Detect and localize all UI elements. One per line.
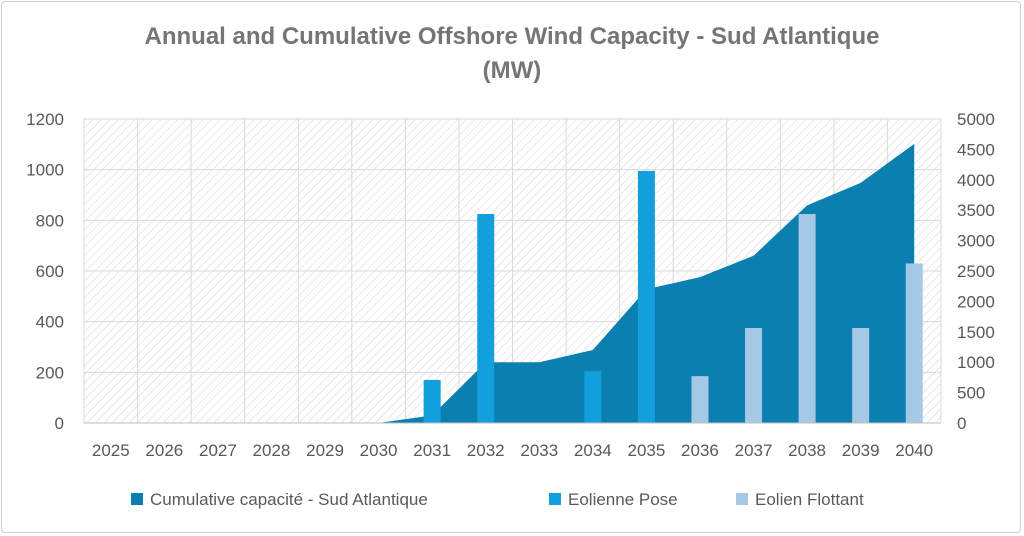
- y-right-tick-label: 4500: [957, 140, 995, 159]
- y-left-tick-label: 0: [55, 414, 64, 433]
- x-tick-label: 2030: [360, 441, 398, 460]
- y-right-tick-label: 3000: [957, 232, 995, 251]
- cumulative-area: [110, 143, 915, 424]
- bar-eolien-flottant-2040: [905, 263, 923, 423]
- x-tick-label: 2036: [681, 441, 719, 460]
- bar-eolienne-pose-2032: [477, 214, 495, 423]
- x-tick-label: 2038: [788, 441, 826, 460]
- chart-title-line2: (MW): [482, 57, 542, 84]
- y-right-tick-label: 4000: [957, 171, 995, 190]
- x-tick-label: 2037: [735, 441, 773, 460]
- x-tick-label: 2027: [199, 441, 237, 460]
- y-right-tick-label: 500: [957, 384, 985, 403]
- legend-label: Eolien Flottant: [755, 490, 864, 509]
- y-right-tick-label: 2500: [957, 262, 995, 281]
- y-left-tick-label: 1000: [26, 161, 64, 180]
- y-right-tick-label: 5000: [957, 110, 995, 129]
- x-tick-label: 2034: [574, 441, 612, 460]
- y-right-tick-label: 1500: [957, 323, 995, 342]
- bar-eolienne-pose-2031: [423, 379, 441, 423]
- x-tick-label: 2035: [627, 441, 665, 460]
- bar-eolien-flottant-2037: [745, 328, 763, 423]
- chart-title-line1: Annual and Cumulative Offshore Wind Capa…: [144, 23, 880, 50]
- bar-eolien-flottant-2039: [852, 328, 870, 423]
- y-left-tick-label: 400: [36, 313, 64, 332]
- y-left-tick-label: 1200: [26, 110, 64, 129]
- bar-eolienne-pose-2034: [584, 371, 602, 423]
- bar-eolien-flottant-2036: [691, 376, 709, 423]
- bars-layer: [423, 170, 923, 423]
- x-tick-label: 2032: [467, 441, 505, 460]
- y-left-tick-label: 200: [36, 363, 64, 382]
- bar-eolien-flottant-2038: [798, 214, 816, 423]
- x-tick-label: 2033: [520, 441, 558, 460]
- legend-swatch: [736, 493, 748, 505]
- cumulative-area-layer: [110, 143, 915, 424]
- x-tick-label: 2031: [413, 441, 451, 460]
- x-tick-label: 2026: [145, 441, 183, 460]
- y-left-tick-label: 800: [36, 211, 64, 230]
- y-right-tick-label: 2000: [957, 292, 995, 311]
- bar-eolienne-pose-2035: [637, 170, 655, 423]
- x-tick-label: 2029: [306, 441, 344, 460]
- legend-label: Cumulative capacité - Sud Atlantique: [150, 490, 428, 509]
- x-tick-label: 2028: [253, 441, 291, 460]
- axes-layer: 0 200 400 600 800 1000 1200 0 500 1000 1500 2000 250…: [26, 110, 995, 460]
- legend-label: Eolienne Pose: [568, 490, 678, 509]
- legend: Cumulative capacité - Sud Atlantique Eoli…: [131, 490, 864, 509]
- chart-title: Annual and Cumulative Offshore Wind Capa…: [0, 20, 1024, 88]
- y-right-tick-label: 0: [957, 414, 966, 433]
- x-tick-label: 2040: [895, 441, 933, 460]
- x-tick-label: 2025: [92, 441, 130, 460]
- legend-swatch: [131, 493, 143, 505]
- x-tick-label: 2039: [842, 441, 880, 460]
- y-right-tick-label: 1000: [957, 353, 995, 372]
- y-left-tick-label: 600: [36, 262, 64, 281]
- y-right-tick-label: 3500: [957, 201, 995, 220]
- legend-swatch: [549, 493, 561, 505]
